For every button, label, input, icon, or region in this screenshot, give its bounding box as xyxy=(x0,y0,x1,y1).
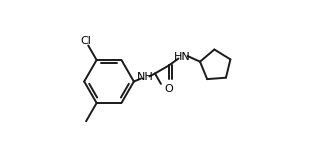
Text: NH: NH xyxy=(137,73,153,82)
Text: Cl: Cl xyxy=(80,36,91,46)
Text: HN: HN xyxy=(174,53,191,62)
Text: O: O xyxy=(165,84,173,94)
